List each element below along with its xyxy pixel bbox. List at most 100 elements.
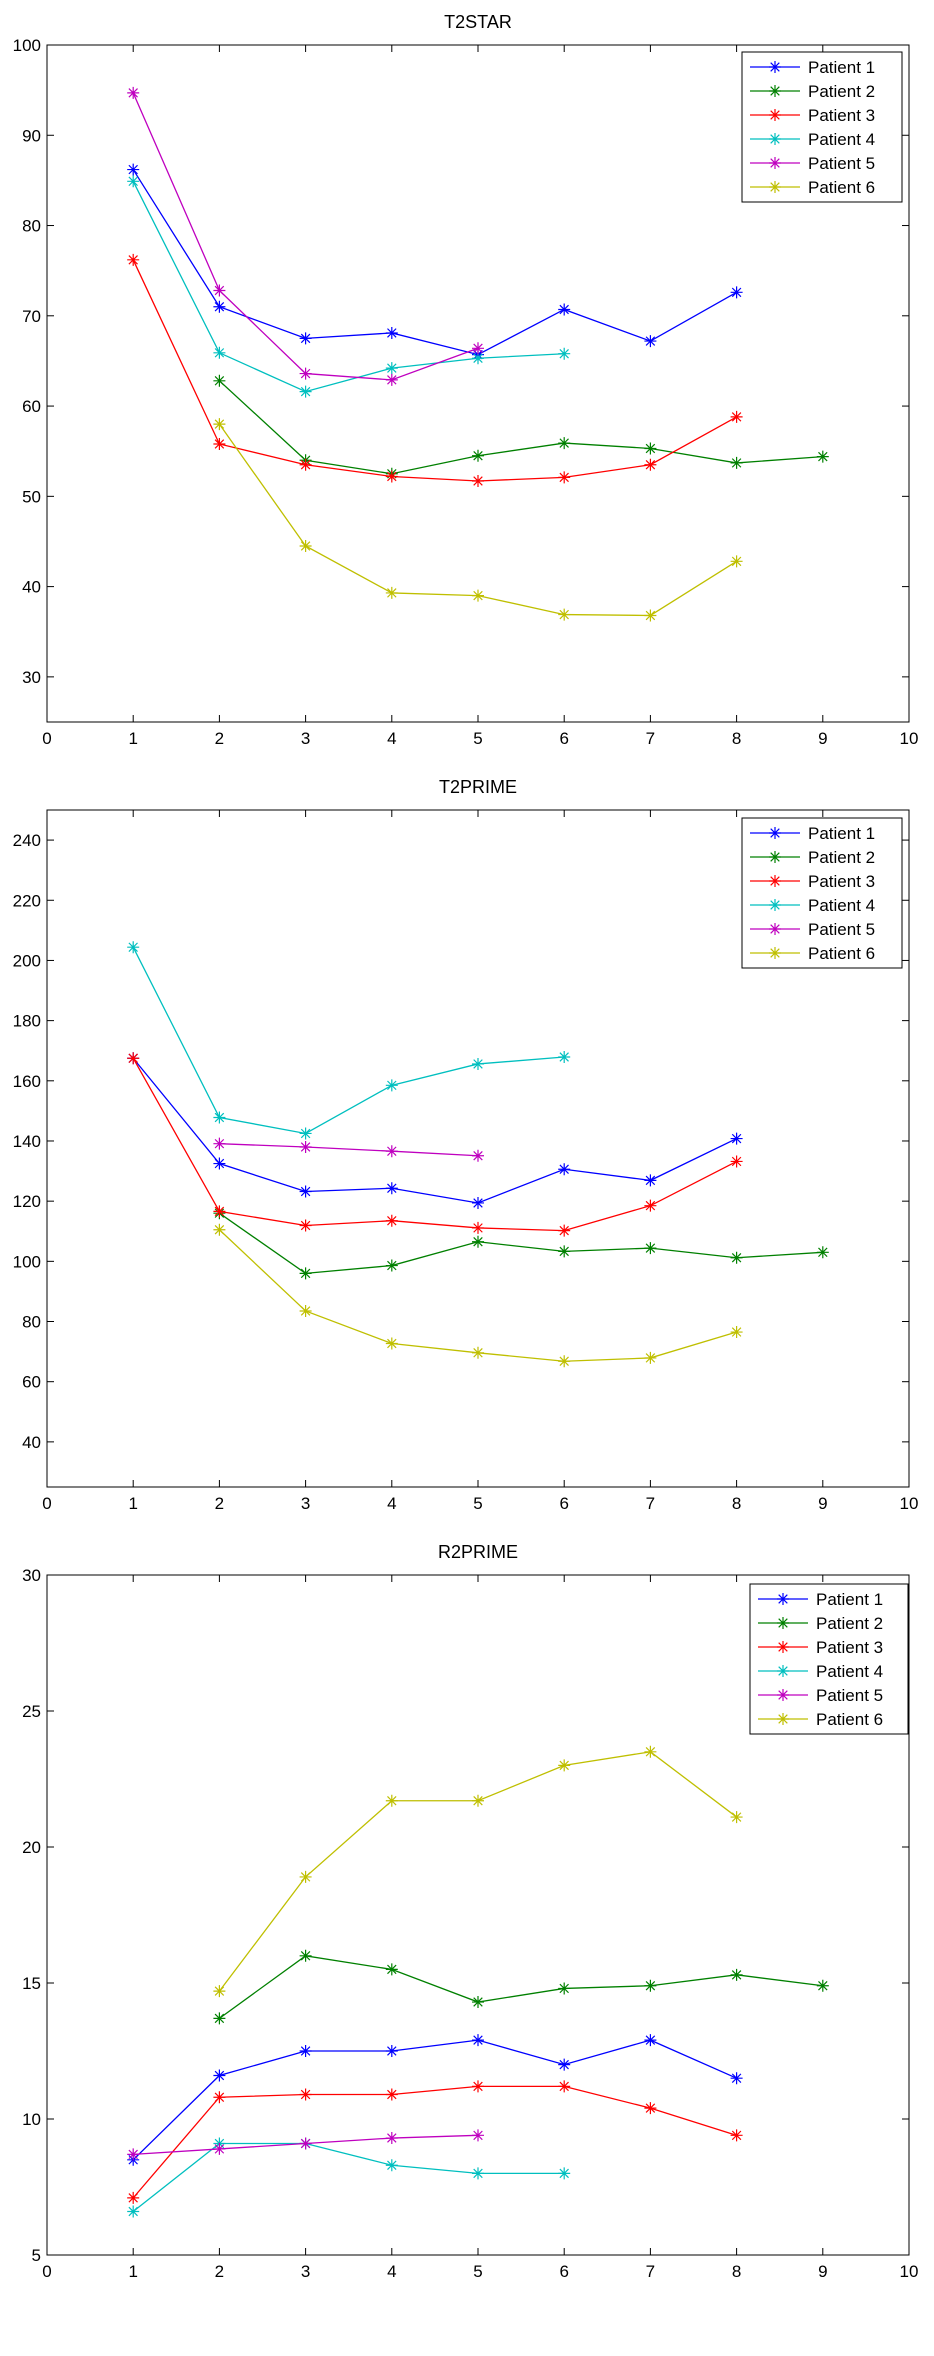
data-point xyxy=(644,1174,657,1187)
data-point xyxy=(385,326,398,339)
data-point xyxy=(213,1205,226,1218)
data-point xyxy=(127,2205,140,2218)
legend-swatch-marker xyxy=(769,85,781,97)
data-point xyxy=(472,352,484,365)
data-point xyxy=(385,1145,398,1158)
data-point xyxy=(127,175,140,188)
series-patient-3 xyxy=(127,253,743,487)
x-tick-label: 10 xyxy=(900,1494,919,1513)
data-point xyxy=(299,2045,312,2057)
y-tick-label: 80 xyxy=(22,217,41,236)
data-point xyxy=(385,1794,398,1807)
y-tick-label: 100 xyxy=(13,36,41,55)
x-tick-label: 3 xyxy=(301,729,310,748)
legend-label: Patient 3 xyxy=(808,106,875,125)
legend: Patient 1 Patient 2 Patient 3 Patient 4 Pati… xyxy=(749,1583,909,1735)
chart-title: T2PRIME xyxy=(439,777,517,797)
y-tick-label: 25 xyxy=(22,1702,41,1721)
series-patient-5 xyxy=(127,86,484,386)
series-patient-2 xyxy=(213,1207,829,1280)
data-point xyxy=(558,303,571,316)
x-tick-label: 5 xyxy=(473,1494,482,1513)
data-point xyxy=(213,2091,226,2104)
chart-t2prime: T2PRIME 0 1 2 3 4 5 6 7 8 9 10 40 60 80 100 120 140 160 180… xyxy=(13,777,919,1513)
data-point xyxy=(299,1949,312,1962)
legend-label: Patient 6 xyxy=(808,944,875,963)
data-point xyxy=(299,1219,312,1232)
data-point xyxy=(213,346,226,359)
data-point xyxy=(385,1259,398,1272)
series-line xyxy=(219,1212,823,1275)
data-point xyxy=(558,1163,571,1176)
data-point xyxy=(472,1221,484,1234)
data-point xyxy=(644,1242,657,1255)
series-line xyxy=(132,2142,565,2212)
chart-title: T2STAR xyxy=(444,12,512,32)
data-point xyxy=(558,347,571,360)
y-tick-label: 15 xyxy=(22,1974,41,1993)
series-patient-1 xyxy=(127,163,743,361)
data-point xyxy=(299,385,312,398)
data-point xyxy=(213,300,226,313)
series-patient-6 xyxy=(213,1745,743,1998)
legend-label: Patient 6 xyxy=(808,178,875,197)
y-tick-label: 30 xyxy=(22,668,41,687)
x-tick-label: 4 xyxy=(387,729,396,748)
data-point xyxy=(472,2129,484,2142)
data-point xyxy=(127,253,140,266)
y-tick-label: 120 xyxy=(13,1192,41,1211)
legend-swatch-marker xyxy=(769,109,781,121)
data-point xyxy=(558,608,571,621)
x-tick-label: 6 xyxy=(559,1494,568,1513)
legend-label: Patient 2 xyxy=(808,82,875,101)
x-tick-label: 1 xyxy=(128,1494,137,1513)
legend-label: Patient 5 xyxy=(816,1686,883,1705)
legend-label: Patient 5 xyxy=(808,920,875,939)
x-tick-label: 2 xyxy=(215,1494,224,1513)
series-patient-3 xyxy=(127,1052,743,1237)
x-tick-label: 10 xyxy=(900,729,919,748)
legend: Patient 1 Patient 2 Patient 3 Patient 4 Pati… xyxy=(741,817,903,969)
y-tick-label: 40 xyxy=(22,578,41,597)
data-point xyxy=(816,450,829,463)
legend-swatch-marker xyxy=(777,1713,789,1725)
legend-label: Patient 4 xyxy=(808,130,875,149)
x-tick-label: 6 xyxy=(559,729,568,748)
legend-label: Patient 6 xyxy=(816,1710,883,1729)
data-point xyxy=(558,437,571,450)
legend-swatch-marker xyxy=(769,899,781,911)
y-tick-label: 240 xyxy=(13,831,41,850)
series-line xyxy=(132,259,737,482)
series-patient-2 xyxy=(213,1949,829,2025)
data-point xyxy=(299,1127,312,1140)
data-point xyxy=(299,1870,312,1883)
data-point xyxy=(385,586,398,599)
series-line xyxy=(132,181,565,393)
legend-label: Patient 1 xyxy=(808,58,875,77)
data-point xyxy=(127,2148,140,2161)
data-point xyxy=(472,1346,484,1359)
legend-label: Patient 2 xyxy=(816,1614,883,1633)
legend-swatch-marker xyxy=(769,947,781,959)
series-patient-5 xyxy=(127,2129,484,2161)
data-point xyxy=(472,1794,484,1807)
x-tick-label: 7 xyxy=(646,2262,655,2281)
x-tick-label: 4 xyxy=(387,2262,396,2281)
data-point xyxy=(385,2159,398,2172)
data-point xyxy=(299,2137,312,2150)
data-point xyxy=(213,1157,226,1170)
y-tick-label: 100 xyxy=(13,1252,41,1271)
chart-t2star: T2STAR 0 1 2 3 4 5 6 7 8 9 10 30 40 50 60 70 80 90 100 Patie… xyxy=(13,12,919,748)
x-tick-label: 9 xyxy=(818,1494,827,1513)
x-tick-label: 1 xyxy=(128,2262,137,2281)
legend-swatch-marker xyxy=(769,61,781,73)
data-point xyxy=(385,1079,398,1092)
data-point xyxy=(644,1745,657,1758)
y-tick-label: 20 xyxy=(22,1838,41,1857)
series-patient-6 xyxy=(213,1223,743,1368)
data-point xyxy=(558,1759,571,1772)
x-tick-label: 1 xyxy=(128,729,137,748)
x-tick-label: 4 xyxy=(387,1494,396,1513)
data-point xyxy=(558,2058,571,2071)
